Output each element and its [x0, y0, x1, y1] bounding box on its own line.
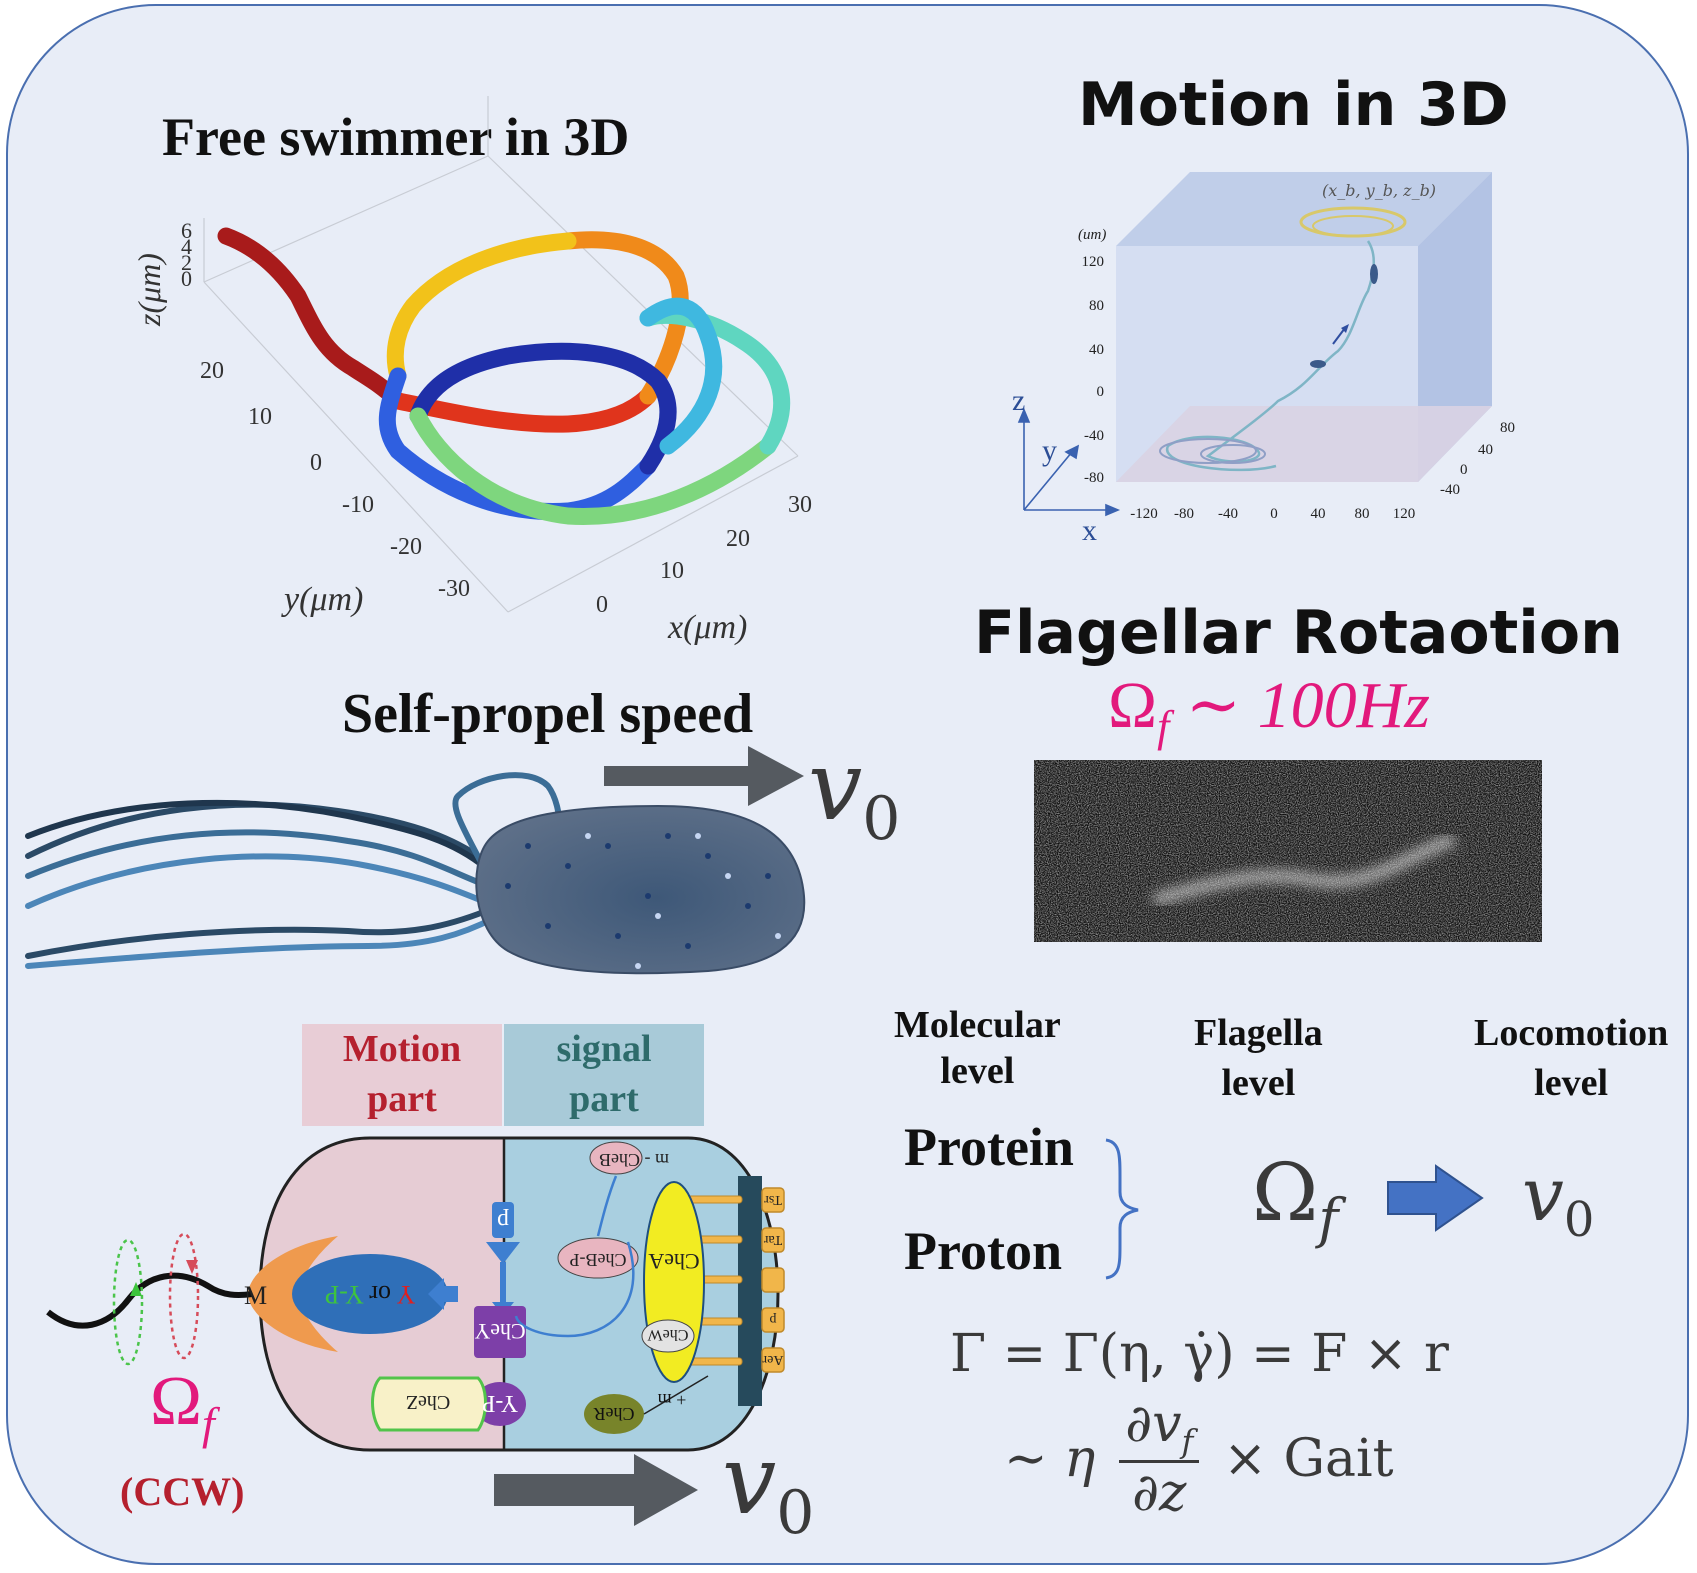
cell-speed-arrow	[494, 1454, 698, 1526]
fs-x-tick: 30	[788, 492, 812, 518]
ccw-label: (CCW)	[120, 1469, 245, 1514]
fs-x-axis-label: x(μm)	[667, 609, 747, 646]
signal-part-box: signal part	[504, 1024, 704, 1126]
m3d-z-tick: -80	[1084, 470, 1104, 486]
torque-equation: Γ = Γ(η, γ̇) = F × r	[950, 1324, 1449, 1384]
fs-x-tick: 0	[596, 592, 608, 618]
fs-x-tick: 10	[660, 558, 684, 584]
m3d-x-tick: 80	[1355, 506, 1370, 522]
m3d-z-tick: 80	[1089, 298, 1104, 314]
m3d-y-tick: 0	[1460, 462, 1468, 478]
m3d-axis-y: y	[1042, 434, 1057, 467]
viscosity-equation: ∼ η ∂vf ∂z × Gait	[1004, 1394, 1394, 1524]
chey-label: CheY	[474, 1319, 525, 1344]
m3d-z-tick: 0	[1097, 384, 1105, 400]
grouping-brace	[1105, 1138, 1139, 1280]
motor-label: M	[244, 1281, 267, 1310]
receptor-tar: Tar	[763, 1232, 782, 1247]
m3d-x-tick: 0	[1270, 506, 1278, 522]
figure-panel: Free swimmer in 3D 6 4 2 0	[6, 4, 1689, 1565]
free-swimmer-title: Free swimmer in 3D	[162, 107, 630, 167]
levels-speed: v0	[1522, 1152, 1595, 1248]
self-propel-speed-symbol: v0	[808, 730, 901, 855]
m3d-x-tick: 120	[1393, 506, 1416, 522]
fs-z-tick: 2	[181, 250, 192, 275]
chew-label: CheW	[647, 1326, 689, 1343]
m3d-unit: (um)	[1078, 227, 1106, 243]
fs-z-tick: 4	[181, 234, 192, 259]
m3d-axis-z: z	[1012, 384, 1025, 417]
receptor-aer: Aer	[762, 1352, 783, 1367]
chez-label: CheZ	[406, 1391, 450, 1413]
m3d-z-tick: 120	[1082, 254, 1105, 270]
fs-y-tick: 0	[310, 450, 322, 476]
fs-z-tick: 0	[181, 266, 192, 291]
motion-3d-plot: (um) 120 80 40 0 -40 -80 -120 -80 -40 0 …	[1012, 172, 1515, 547]
molecular-level-label: Molecular level	[894, 1004, 1061, 1092]
bacterium-illustration	[25, 746, 806, 975]
m3d-z-tick: -40	[1084, 428, 1104, 444]
y-or-yp-label: Y or Y-P	[325, 1280, 416, 1309]
m3d-y-tick: 80	[1500, 420, 1515, 436]
fs-y-axis-label: y(μm)	[281, 581, 363, 618]
motion-3d-title: Motion in 3D	[1078, 70, 1509, 140]
cell-diagram: M Y or Y-P p CheY Y-P CheZ m - CheB CheB…	[46, 1136, 785, 1526]
fs-z-tick: 6	[181, 218, 192, 243]
fs-y-tick: 10	[248, 404, 272, 430]
fs-y-tick: 20	[200, 358, 224, 384]
m3d-y-tick: 40	[1478, 442, 1493, 458]
locomotion-level-label: Locomotion level	[1474, 1012, 1669, 1104]
fs-z-ticks: 6 4 2 0	[181, 218, 192, 291]
m3d-y-tick: -40	[1440, 482, 1460, 498]
fs-y-tick: -10	[342, 492, 374, 518]
p-label: p	[497, 1208, 509, 1234]
cell-speed-symbol: v0	[722, 1424, 815, 1549]
m3d-x-tick: -120	[1130, 506, 1158, 522]
plus-m-label: + m	[658, 1390, 687, 1410]
fs-y-tick: -30	[438, 576, 470, 602]
m3d-x-tick: -80	[1174, 506, 1194, 522]
fs-y-tick: -20	[390, 534, 422, 560]
cell-omega-label: Ωf	[150, 1363, 215, 1449]
cher-label: CheR	[593, 1404, 634, 1424]
omega-to-v-arrow	[1387, 1164, 1484, 1232]
m3d-x-tick: -40	[1218, 506, 1238, 522]
m3d-position-label: (x_b, y_b, z_b)	[1322, 181, 1436, 200]
fs-x-tick: 20	[726, 526, 750, 552]
receptor-tsr: Tsr	[764, 1192, 782, 1207]
flagella-level-label: Flagella level	[1194, 1012, 1323, 1104]
m3d-z-tick: 40	[1089, 342, 1104, 358]
receptor-p: p	[770, 1312, 777, 1327]
cheb-m-label: m - CheB	[599, 1150, 669, 1170]
m3d-axis-x: x	[1082, 514, 1097, 547]
proton-label: Proton	[904, 1221, 1062, 1281]
self-propel-arrow	[604, 746, 804, 806]
flagellar-title: Flagellar Rotaotion	[974, 598, 1623, 668]
motion-part-box: Motion part	[302, 1024, 502, 1126]
fs-z-axis-label: z(μm)	[131, 253, 167, 327]
chea-label: CheA	[648, 1249, 699, 1274]
levels-omega: Ωf	[1252, 1146, 1339, 1250]
m3d-x-tick: 40	[1311, 506, 1326, 522]
free-swimmer-plot: 6 4 2 0 z(μm) 20 10 0 -10 -20 -30 y(μm) …	[131, 96, 812, 646]
yp-label: Y-P	[482, 1390, 518, 1416]
protein-label: Protein	[904, 1117, 1074, 1177]
flagellar-microscopy-image	[1034, 760, 1542, 942]
flagellar-omega-relation: Ωf ∼ 100Hz	[1108, 669, 1430, 752]
self-propel-title: Self-propel speed	[342, 683, 754, 745]
levels-graphics	[1105, 1138, 1484, 1280]
chebp-label: CheB-P	[569, 1250, 626, 1270]
